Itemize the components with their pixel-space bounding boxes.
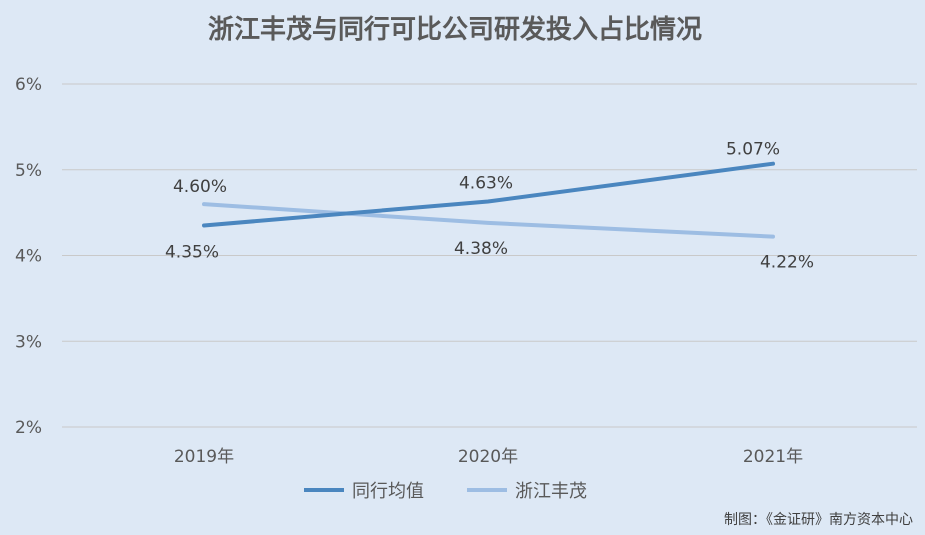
series-line (202, 202, 775, 239)
series-lines (202, 161, 775, 239)
legend-label: 同行均值 (352, 481, 424, 502)
data-label: 4.35% (165, 242, 219, 262)
gridlines (62, 83, 917, 428)
y-tick-label: 3% (15, 332, 42, 352)
chart-title: 浙江丰茂与同行可比公司研发投入占比情况 (208, 14, 702, 45)
data-label: 4.38% (454, 239, 508, 259)
y-axis-ticks: 6% 5% 4% 3% 2% (15, 75, 42, 438)
x-tick-label: 2021年 (743, 447, 803, 467)
data-label: 4.22% (760, 253, 814, 273)
x-axis-ticks: 2019年 2020年 2021年 (174, 447, 803, 467)
legend: 同行均值 浙江丰茂 (304, 481, 587, 502)
y-tick-label: 2% (15, 418, 42, 438)
legend-label: 浙江丰茂 (515, 481, 587, 502)
data-label: 5.07% (726, 140, 780, 160)
chart-credit: 制图：《金证研》南方资本中心 (724, 512, 913, 528)
x-tick-label: 2020年 (458, 447, 518, 467)
data-label: 4.63% (459, 173, 513, 193)
x-tick-label: 2019年 (174, 447, 234, 467)
data-label: 4.60% (173, 177, 227, 197)
y-tick-label: 5% (15, 161, 42, 181)
data-labels: 4.35% 4.63% 5.07% 4.60% 4.38% 4.22% (165, 140, 814, 273)
y-tick-label: 4% (15, 247, 42, 267)
series-line (202, 161, 775, 228)
y-tick-label: 6% (15, 75, 42, 95)
